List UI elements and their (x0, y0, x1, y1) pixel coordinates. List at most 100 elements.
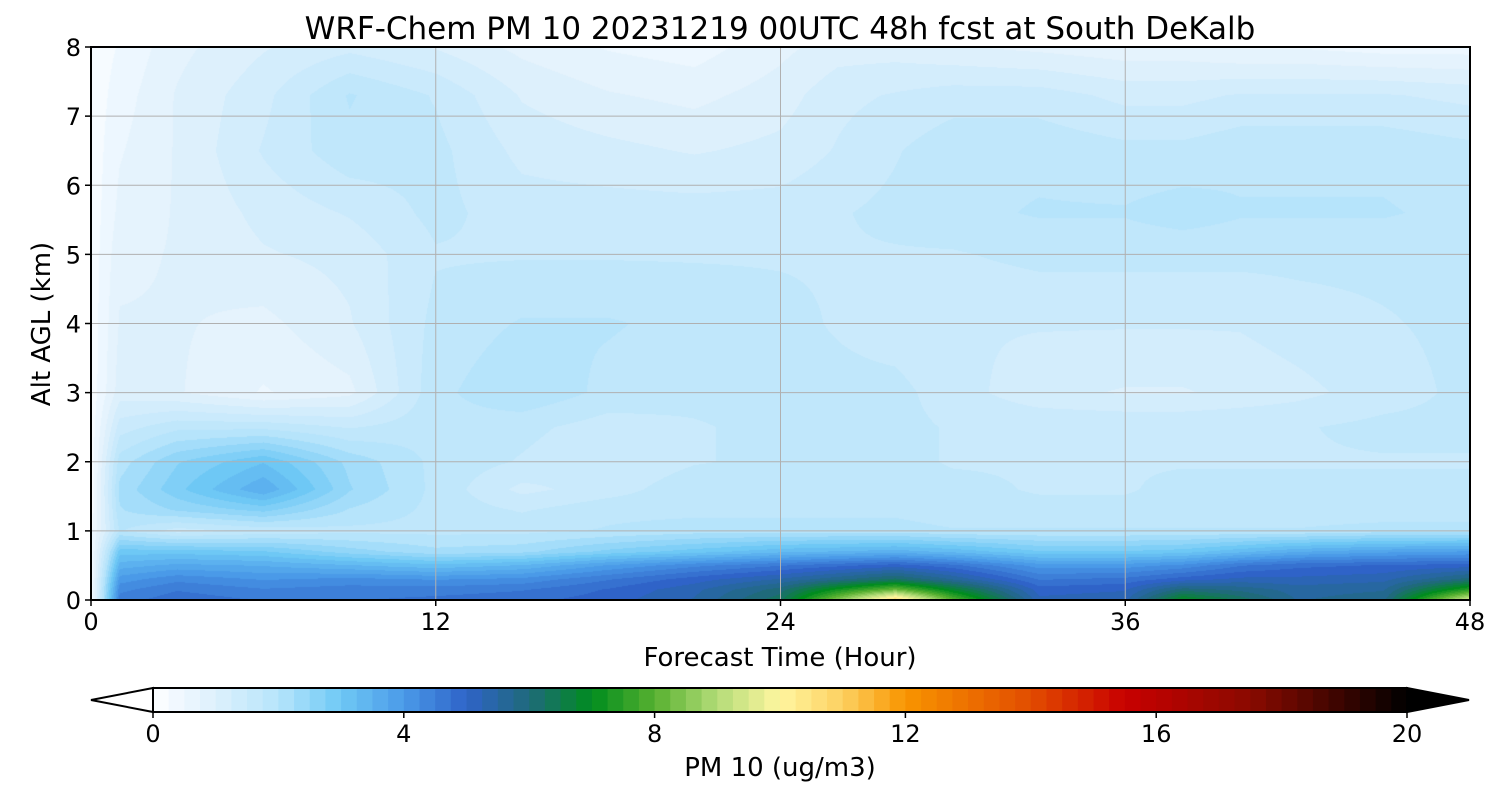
y-tick-label: 7 (66, 103, 81, 131)
colorbar-swatch (889, 688, 906, 712)
y-tick-label: 5 (66, 241, 81, 269)
colorbar-swatch (874, 688, 891, 712)
colorbar-swatch (591, 688, 609, 712)
colorbar-swatch (983, 688, 1001, 712)
colorbar-swatch (466, 688, 483, 712)
y-tick-label: 3 (66, 380, 81, 408)
colorbar-swatch (247, 688, 264, 712)
colorbar-min-extend-arrow (90, 686, 154, 714)
colorbar-swatch (1077, 688, 1095, 712)
y-tick-label: 0 (66, 587, 81, 615)
y-axis-ticks: 0 1 2 3 4 5 6 7 8 (66, 34, 91, 615)
colorbar-swatch (215, 688, 232, 712)
colorbar-swatch (1281, 688, 1298, 712)
colorbar-swatch (1375, 688, 1392, 712)
colorbar-swatch (482, 688, 499, 712)
colorbar-swatch (294, 688, 311, 712)
colorbar-swatch (388, 688, 405, 712)
colorbar-swatch (419, 688, 436, 712)
colorbar-swatch (435, 688, 452, 712)
colorbar-swatch (811, 688, 828, 712)
colorbar-swatch (842, 688, 859, 712)
colorbar-swatch (654, 688, 671, 712)
colorbar-swatch (1140, 688, 1157, 712)
colorbar-swatch (607, 688, 624, 712)
colorbar-swatch (1250, 688, 1267, 712)
x-axis-ticks: 0 12 24 36 48 (83, 600, 1485, 636)
colorbar-swatch (952, 688, 969, 712)
colorbar-swatch (576, 688, 593, 712)
colorbar-swatch (1030, 688, 1048, 712)
colorbar-swatch (1218, 688, 1236, 712)
x-tick-label: 12 (420, 608, 451, 636)
colorbar-tick-label: 8 (647, 720, 662, 748)
colorbar-tick-label: 12 (890, 720, 921, 748)
colorbar: 0 4 8 12 16 20 (90, 686, 1470, 748)
x-tick-label: 48 (1455, 608, 1486, 636)
colorbar-swatch (1344, 688, 1361, 712)
colorbar-swatch (1109, 688, 1126, 712)
colorbar-swatch (638, 688, 656, 712)
colorbar-tick-label: 20 (1392, 720, 1423, 748)
colorbar-swatch (262, 688, 279, 712)
colorbar-tick-label: 4 (396, 720, 411, 748)
colorbar-swatch (905, 688, 922, 712)
colorbar-swatch (1312, 688, 1330, 712)
colorbar-swatch (497, 688, 515, 712)
colorbar-swatch (1265, 688, 1283, 712)
colorbar-swatch (1187, 688, 1204, 712)
colorbar-swatch (560, 688, 577, 712)
colorbar-swatch (1234, 688, 1251, 712)
colorbar-ticks: 0 4 8 12 16 20 (145, 712, 1422, 748)
colorbar-swatch (795, 688, 812, 712)
colorbar-swatch (450, 688, 468, 712)
colorbar-max-extend-arrow (1406, 686, 1470, 714)
colorbar-swatch (1093, 688, 1110, 712)
colorbar-swatch (372, 688, 389, 712)
colorbar-swatch (670, 688, 687, 712)
colorbar-swatches (153, 688, 1408, 712)
chart-title: WRF-Chem PM 10 20231219 00UTC 48h fcst a… (305, 11, 1256, 47)
colorbar-swatch (309, 688, 327, 712)
y-tick-label: 2 (66, 449, 81, 477)
colorbar-swatch (921, 688, 938, 712)
colorbar-tick-label: 0 (145, 720, 160, 748)
colorbar-swatch (685, 688, 703, 712)
colorbar-swatch (278, 688, 295, 712)
colorbar-swatch (1171, 688, 1189, 712)
colorbar-swatch (1015, 688, 1032, 712)
colorbar-swatch (231, 688, 248, 712)
colorbar-swatch (403, 688, 421, 712)
colorbar-swatch (1062, 688, 1079, 712)
colorbar-swatch (999, 688, 1016, 712)
colorbar-frame (152, 687, 1408, 713)
colorbar-swatch (153, 688, 170, 712)
colorbar-swatch (1156, 688, 1173, 712)
colorbar-swatch (1203, 688, 1220, 712)
colorbar-swatch (184, 688, 201, 712)
colorbar-swatch (780, 688, 797, 712)
colorbar-swatch (356, 688, 374, 712)
x-tick-label: 24 (765, 608, 796, 636)
y-axis-label: Alt AGL (km) (27, 242, 57, 406)
colorbar-swatch (341, 688, 358, 712)
x-axis-label: Forecast Time (Hour) (643, 643, 916, 673)
colorbar-swatch (529, 688, 546, 712)
colorbar-tick-label: 16 (1141, 720, 1172, 748)
colorbar-swatch (325, 688, 342, 712)
colorbar-swatch (968, 688, 985, 712)
colorbar-swatch (936, 688, 954, 712)
colorbar-swatch (827, 688, 844, 712)
colorbar-label: PM 10 (ug/m3) (684, 753, 876, 783)
y-tick-label: 1 (66, 518, 81, 546)
colorbar-swatch (1359, 688, 1377, 712)
colorbar-swatch (717, 688, 734, 712)
colorbar-swatch (858, 688, 875, 712)
colorbar-swatch (732, 688, 750, 712)
colorbar-swatch (764, 688, 781, 712)
colorbar-swatch (1046, 688, 1063, 712)
colorbar-swatch (1328, 688, 1345, 712)
colorbar-swatch (544, 688, 562, 712)
